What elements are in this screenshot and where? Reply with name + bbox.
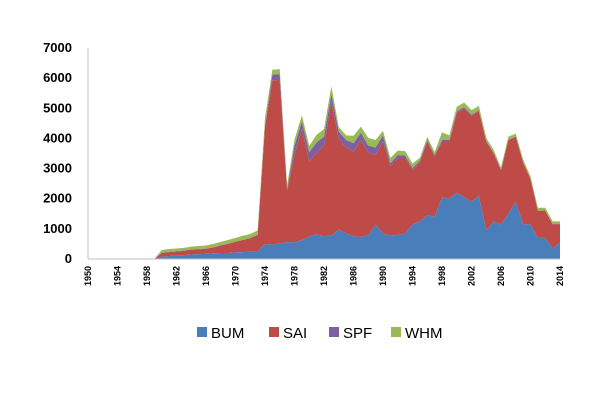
x-tick-label: 1986 — [349, 266, 359, 286]
x-tick-label: 1970 — [231, 266, 241, 286]
legend-item-spf: SPF — [329, 325, 372, 342]
x-tick-label: 1958 — [142, 266, 152, 286]
legend-swatch — [391, 327, 401, 337]
y-tick-label: 4000 — [43, 130, 72, 145]
x-tick-label: 1998 — [437, 266, 447, 286]
x-tick-label: 1994 — [408, 266, 418, 286]
legend-swatch — [197, 327, 207, 337]
legend-label: BUM — [211, 325, 244, 342]
area-sai — [88, 80, 560, 259]
legend-swatch — [329, 327, 339, 337]
y-tick-label: 7000 — [43, 40, 72, 55]
x-tick-label: 1974 — [260, 266, 270, 286]
y-tick-label: 1000 — [43, 221, 72, 236]
legend-item-sai: SAI — [269, 325, 307, 342]
areas-layer — [88, 69, 560, 259]
x-tick-label: 2002 — [467, 266, 477, 286]
legend-label: WHM — [405, 325, 443, 342]
legend-swatch — [269, 327, 279, 337]
area-bum — [88, 192, 560, 259]
x-tick-label: 1962 — [172, 266, 182, 286]
y-tick-label: 6000 — [43, 70, 72, 85]
legend: BUM SAI SPF WHM — [197, 325, 443, 342]
x-tick-label: 1954 — [113, 266, 123, 286]
x-tick-label: 2014 — [555, 266, 565, 286]
legend-label: SPF — [343, 325, 372, 342]
y-tick-label: 3000 — [43, 161, 72, 176]
y-tick-label: 2000 — [43, 191, 72, 206]
x-tick-label: 2006 — [496, 266, 506, 286]
x-tick-label: 2010 — [526, 266, 536, 286]
x-tick-label: 1982 — [319, 266, 329, 286]
x-tick-label: 1950 — [83, 266, 93, 286]
x-tick-label: 1978 — [290, 266, 300, 286]
x-tick-label: 1990 — [378, 266, 388, 286]
y-tick-label: 0 — [65, 251, 72, 266]
x-tick-label: 1966 — [201, 266, 211, 286]
legend-item-whm: WHM — [391, 325, 443, 342]
legend-item-bum: BUM — [197, 325, 244, 342]
axis-layer: 0 1000 2000 3000 4000 5000 6000 7000 1950 1954 195… — [43, 40, 565, 286]
y-tick-label: 5000 — [43, 100, 72, 115]
legend-label: SAI — [283, 325, 307, 342]
